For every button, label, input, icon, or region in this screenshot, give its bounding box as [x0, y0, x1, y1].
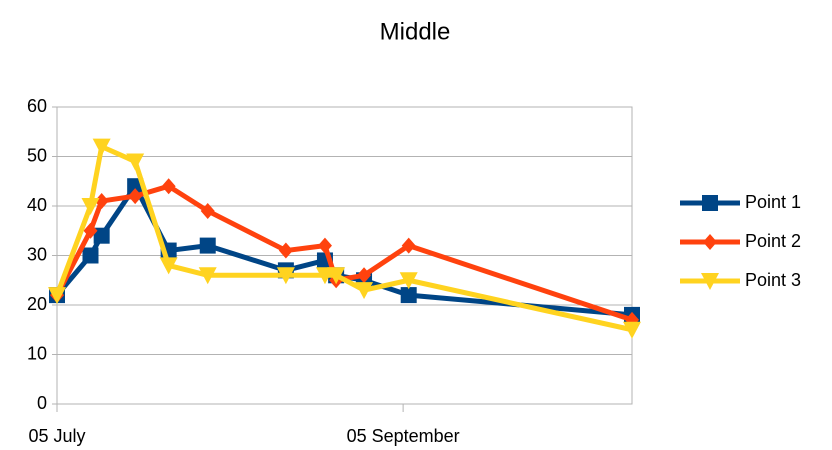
chart-title: Middle — [380, 18, 451, 45]
series-line — [54, 144, 633, 333]
marker — [400, 287, 417, 304]
marker — [81, 198, 100, 215]
marker — [317, 237, 332, 254]
marker — [276, 267, 295, 285]
x-tick-label: 05 September — [347, 426, 460, 446]
marker — [127, 178, 144, 195]
marker — [83, 222, 98, 239]
marker — [623, 321, 641, 339]
marker — [198, 267, 217, 285]
marker — [278, 242, 293, 259]
marker — [94, 193, 109, 210]
y-tick-label: 20 — [27, 294, 47, 314]
legend-label: Point 3 — [745, 270, 801, 290]
marker — [199, 237, 216, 254]
marker — [48, 287, 66, 305]
marker — [161, 178, 176, 195]
marker — [159, 257, 178, 275]
x-tick-label: 05 July — [28, 426, 85, 446]
marker — [200, 202, 215, 219]
legend-label: Point 2 — [745, 231, 801, 251]
y-tick-label: 0 — [37, 393, 47, 413]
marker — [327, 267, 346, 285]
marker — [702, 195, 718, 211]
y-tick-label: 40 — [27, 195, 47, 215]
marker — [92, 138, 111, 156]
marker — [701, 273, 719, 290]
marker — [128, 188, 143, 205]
legend-label: Point 1 — [745, 192, 801, 212]
marker — [355, 282, 374, 300]
marker — [93, 227, 110, 244]
marker — [357, 267, 372, 284]
marker — [703, 234, 717, 250]
marker — [401, 237, 416, 254]
plot-border — [56, 106, 633, 405]
y-tick-label: 10 — [27, 343, 47, 363]
marker — [82, 247, 99, 264]
y-tick-label: 50 — [27, 145, 47, 165]
y-tick-label: 60 — [27, 96, 47, 116]
marker — [399, 272, 418, 290]
marker — [126, 153, 145, 171]
y-tick-label: 30 — [27, 244, 47, 264]
